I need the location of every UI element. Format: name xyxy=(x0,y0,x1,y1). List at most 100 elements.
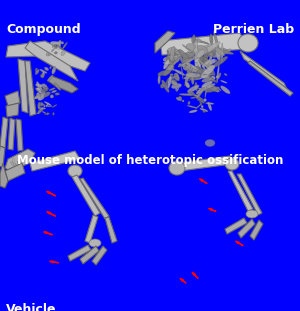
Ellipse shape xyxy=(167,53,178,71)
Ellipse shape xyxy=(170,46,175,61)
Ellipse shape xyxy=(197,45,208,53)
Ellipse shape xyxy=(34,94,42,99)
Ellipse shape xyxy=(194,49,203,59)
Ellipse shape xyxy=(178,65,181,67)
Ellipse shape xyxy=(200,41,209,44)
Ellipse shape xyxy=(53,41,61,45)
Ellipse shape xyxy=(43,104,45,107)
Ellipse shape xyxy=(202,75,210,79)
Ellipse shape xyxy=(170,66,174,71)
Text: Vehicle: Vehicle xyxy=(6,303,56,311)
Ellipse shape xyxy=(196,44,213,54)
Polygon shape xyxy=(6,41,90,71)
Ellipse shape xyxy=(197,58,203,63)
Ellipse shape xyxy=(198,88,204,90)
Ellipse shape xyxy=(175,57,179,62)
Ellipse shape xyxy=(185,82,190,88)
Ellipse shape xyxy=(202,81,212,88)
Ellipse shape xyxy=(182,44,196,56)
Ellipse shape xyxy=(207,51,214,57)
Ellipse shape xyxy=(42,72,45,78)
Ellipse shape xyxy=(198,74,214,78)
Polygon shape xyxy=(5,91,20,106)
Ellipse shape xyxy=(201,63,207,72)
FancyArrow shape xyxy=(200,179,207,183)
Ellipse shape xyxy=(204,74,217,82)
Ellipse shape xyxy=(54,44,57,46)
Text: Mouse model of heterotopic ossification: Mouse model of heterotopic ossification xyxy=(17,154,283,167)
Ellipse shape xyxy=(224,73,227,76)
Ellipse shape xyxy=(187,69,193,76)
Polygon shape xyxy=(0,163,8,188)
Ellipse shape xyxy=(195,54,200,67)
Ellipse shape xyxy=(164,64,174,76)
Ellipse shape xyxy=(208,102,212,111)
Ellipse shape xyxy=(212,49,231,58)
Ellipse shape xyxy=(179,94,192,96)
Ellipse shape xyxy=(176,97,182,101)
Ellipse shape xyxy=(38,102,40,109)
Polygon shape xyxy=(225,218,247,234)
Ellipse shape xyxy=(164,60,169,69)
Ellipse shape xyxy=(186,63,197,69)
Ellipse shape xyxy=(196,95,205,103)
Ellipse shape xyxy=(41,87,49,92)
Ellipse shape xyxy=(205,87,207,98)
Ellipse shape xyxy=(57,45,64,50)
Ellipse shape xyxy=(44,67,49,71)
Ellipse shape xyxy=(36,88,40,91)
Ellipse shape xyxy=(158,74,160,84)
FancyArrow shape xyxy=(180,278,186,283)
Ellipse shape xyxy=(168,55,184,58)
Ellipse shape xyxy=(188,101,190,104)
Ellipse shape xyxy=(47,75,53,81)
Ellipse shape xyxy=(196,39,202,43)
Ellipse shape xyxy=(46,113,49,115)
Ellipse shape xyxy=(35,84,43,87)
Ellipse shape xyxy=(186,65,200,72)
Ellipse shape xyxy=(210,76,215,81)
Ellipse shape xyxy=(202,77,212,82)
FancyArrow shape xyxy=(44,232,52,235)
Ellipse shape xyxy=(43,92,50,97)
Ellipse shape xyxy=(174,73,179,81)
FancyArrow shape xyxy=(208,208,216,211)
Ellipse shape xyxy=(178,96,182,99)
Ellipse shape xyxy=(176,88,179,92)
Ellipse shape xyxy=(38,108,46,109)
Ellipse shape xyxy=(35,88,40,93)
Ellipse shape xyxy=(200,56,204,61)
Ellipse shape xyxy=(89,239,101,247)
Ellipse shape xyxy=(217,64,219,83)
Ellipse shape xyxy=(166,57,170,62)
Ellipse shape xyxy=(194,67,208,74)
FancyArrow shape xyxy=(46,191,56,196)
Ellipse shape xyxy=(190,97,196,99)
Ellipse shape xyxy=(185,73,200,77)
Polygon shape xyxy=(6,103,19,117)
Polygon shape xyxy=(25,61,36,116)
Ellipse shape xyxy=(238,34,258,52)
Ellipse shape xyxy=(52,104,57,108)
Ellipse shape xyxy=(208,55,212,63)
Ellipse shape xyxy=(178,53,189,72)
Ellipse shape xyxy=(212,86,217,91)
Ellipse shape xyxy=(200,101,202,106)
Ellipse shape xyxy=(217,73,221,79)
Ellipse shape xyxy=(62,42,68,49)
Ellipse shape xyxy=(193,39,198,43)
Ellipse shape xyxy=(216,49,220,60)
Ellipse shape xyxy=(42,84,48,89)
Ellipse shape xyxy=(171,79,177,85)
Ellipse shape xyxy=(203,99,206,101)
Ellipse shape xyxy=(191,77,194,85)
Ellipse shape xyxy=(201,105,203,108)
Ellipse shape xyxy=(221,43,223,63)
Ellipse shape xyxy=(167,58,175,67)
Ellipse shape xyxy=(197,98,203,100)
Polygon shape xyxy=(105,217,117,243)
Ellipse shape xyxy=(186,44,196,50)
Ellipse shape xyxy=(38,107,44,114)
Text: Compound: Compound xyxy=(6,23,81,36)
Ellipse shape xyxy=(45,105,52,107)
